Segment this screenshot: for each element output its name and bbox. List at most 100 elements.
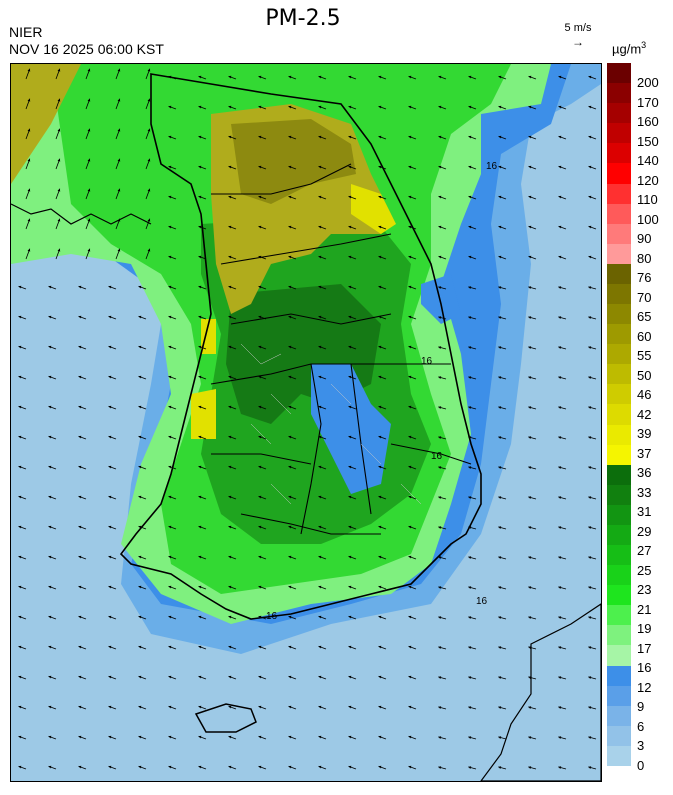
colorbar-segment xyxy=(607,364,631,385)
unit-label: µg/m3 xyxy=(612,40,646,56)
wind-arrow-head xyxy=(168,105,172,109)
wind-arrow-head xyxy=(318,645,322,649)
japan-coast-outline xyxy=(480,603,601,781)
wind-arrow-head xyxy=(348,405,352,409)
colorbar-tick-label: 50 xyxy=(637,367,652,383)
wind-arrow-head xyxy=(198,75,202,79)
wind-arrow-head xyxy=(468,496,472,499)
wind-arrow-head xyxy=(498,286,502,289)
wind-arrow-head xyxy=(18,435,22,439)
wind-arrow-head xyxy=(528,556,532,559)
wind-arrow-head xyxy=(558,736,562,739)
wind-arrow-head xyxy=(78,585,82,589)
wind-arrow-head xyxy=(438,556,442,559)
wind-arrow-head xyxy=(27,248,31,252)
wind-arrow-head xyxy=(408,465,412,469)
wind-arrow-head xyxy=(498,736,502,739)
colorbar-tick-label: 100 xyxy=(637,211,659,227)
wind-arrow-head xyxy=(348,195,352,199)
wind-arrow-head xyxy=(258,675,262,679)
wind-arrow-head xyxy=(108,585,112,589)
wind-arrow-head xyxy=(498,75,502,79)
wind-arrow-head xyxy=(408,255,412,259)
wind-arrow-head xyxy=(57,218,61,222)
wind-arrow-head xyxy=(228,675,232,679)
wind-arrow-head xyxy=(87,128,91,132)
wind-arrow-head xyxy=(468,316,472,319)
wind-arrow-head xyxy=(558,496,562,499)
wind-arrow-head xyxy=(57,158,61,162)
colorbar-segment xyxy=(607,304,631,325)
wind-arrow-head xyxy=(528,105,532,109)
wind-arrow-head xyxy=(48,585,52,589)
wind-arrow-head xyxy=(498,526,502,529)
colorbar-segment xyxy=(607,645,631,667)
wind-arrow-head xyxy=(198,135,202,139)
wind-arrow-head xyxy=(528,346,532,349)
wind-arrow-head xyxy=(558,255,562,259)
wind-arrow-head xyxy=(108,375,112,379)
colorbar-segment xyxy=(607,565,631,586)
wind-arrow-head xyxy=(378,135,382,139)
wind-arrow-head xyxy=(27,188,31,192)
colorbar-tick-label: 60 xyxy=(637,328,652,344)
wind-arrow-head xyxy=(138,285,142,289)
header-left: NIER NOV 16 2025 06:00 KST xyxy=(9,24,164,58)
wind-arrow-head xyxy=(528,706,532,709)
pm25-map[interactable]: 16 16 16 16 16 xyxy=(10,63,602,782)
wind-arrow-head xyxy=(138,495,142,499)
wind-arrow-head xyxy=(588,556,592,559)
wind-arrow-head xyxy=(228,495,232,499)
wind-arrow-head xyxy=(258,225,262,229)
wind-arrow-head xyxy=(408,645,412,649)
wind-arrow-head xyxy=(378,585,382,589)
wind-arrow-head xyxy=(198,705,202,709)
wind-arrow-head xyxy=(108,495,112,499)
wind-arrow-head xyxy=(408,405,412,409)
colorbar-segment xyxy=(607,745,631,767)
wind-arrow-head xyxy=(117,218,121,222)
wind-arrow-head xyxy=(288,735,292,739)
wind-arrow-head xyxy=(228,705,232,709)
wind-arrow-head xyxy=(228,525,232,529)
wind-arrow-head xyxy=(168,435,172,439)
wind-arrow-head xyxy=(558,75,562,79)
wind-arrow-head xyxy=(318,405,322,409)
wind-arrow-head xyxy=(498,676,502,679)
wind-arrow-head xyxy=(48,495,52,499)
colorbar-segment xyxy=(607,725,631,747)
wind-arrow-head xyxy=(318,165,322,169)
wind-arrow-head xyxy=(528,526,532,529)
wind-arrow-head xyxy=(378,735,382,739)
wind-arrow-head xyxy=(198,165,202,169)
colorbar-segment xyxy=(607,625,631,646)
wind-arrow-head xyxy=(198,585,202,589)
wind-arrow-head xyxy=(18,585,22,589)
wind-arrow-head xyxy=(147,98,151,102)
wind-arrow-head xyxy=(288,345,292,349)
wind-arrow-head xyxy=(498,766,502,769)
wind-arrow-head xyxy=(258,615,262,619)
wind-arrow-head xyxy=(48,675,52,679)
wind-arrow-head xyxy=(438,286,442,289)
wind-arrow-head xyxy=(558,406,562,409)
wind-arrow-head xyxy=(168,735,172,739)
wind-arrow-head xyxy=(168,585,172,589)
wind-scale: 5 m/s → xyxy=(556,22,600,48)
wind-arrow-head xyxy=(288,645,292,649)
wind-arrow-head xyxy=(528,616,532,619)
wind-arrow-head xyxy=(108,435,112,439)
colorbar-tick-label: 200 xyxy=(637,75,659,90)
wind-arrow-head xyxy=(27,128,31,132)
wind-arrow-head xyxy=(468,616,472,619)
colorbar-segment xyxy=(607,524,631,546)
wind-arrow-head xyxy=(498,105,502,109)
colorbar-tick-label: 46 xyxy=(637,387,652,403)
wind-arrow-head xyxy=(378,165,382,169)
wind-arrow-head xyxy=(27,218,31,222)
sea-blue-inland xyxy=(311,364,391,494)
wind-arrow-head xyxy=(348,645,352,649)
wind-arrow-head xyxy=(288,465,292,469)
wind-arrow-head xyxy=(438,646,442,649)
wind-arrow-head xyxy=(558,286,562,289)
